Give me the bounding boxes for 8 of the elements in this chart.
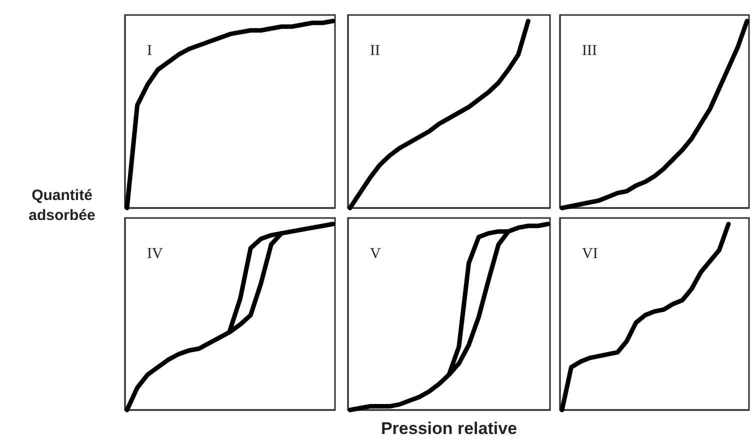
text: VI: [582, 246, 598, 262]
x-axis-title: Pression relative: [380, 419, 518, 438]
text: V: [370, 246, 381, 262]
text: I: [147, 43, 152, 59]
text: II: [370, 43, 380, 59]
text: III: [582, 43, 597, 59]
y-axis-title: Quantité adsorbée: [28, 187, 96, 224]
text: IV: [147, 246, 163, 262]
